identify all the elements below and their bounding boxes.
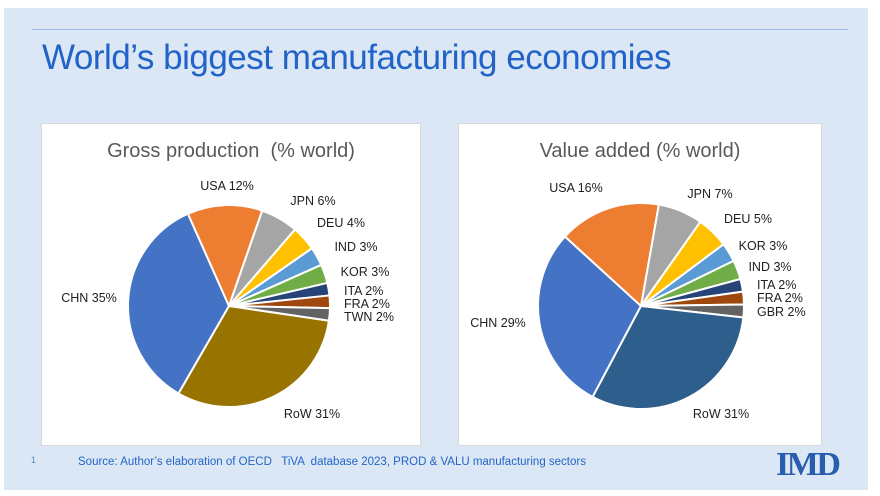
pie-slice-CHN (537, 235, 642, 398)
pie-label-DEU: DEU 5% (724, 212, 772, 226)
value-added-chart-title: Value added (% world) (539, 140, 741, 162)
pie-label-IND: IND 3% (748, 260, 792, 274)
pie-label-FRA: FRA 2% (344, 297, 390, 311)
value-added-chart-panel: Value added (% world) CHN 29% USA 16% JPN … (458, 123, 822, 446)
imd-logo: IMD (776, 446, 841, 483)
pie-label-CHN: CHN 29% (470, 316, 526, 330)
pie-label-IND: IND 3% (334, 240, 378, 254)
pie-slice-USA (563, 202, 660, 307)
pie-slice-RoW (591, 305, 745, 410)
pie-chart (127, 204, 331, 408)
page-number: 1 (31, 455, 37, 465)
slide-background: World’s biggest manufacturing economies … (4, 8, 868, 490)
pie-label-GBR: GBR 2% (757, 305, 806, 319)
title-divider-line (32, 29, 848, 30)
gross-production-chart-panel: Gross production (% world) CHN 35% USA 12… (41, 123, 421, 446)
pie-slice-RoW (177, 305, 330, 408)
pie-label-USA: USA 12% (200, 179, 254, 193)
pie-label-ITA: ITA 2% (757, 278, 797, 292)
pie-label-RoW: RoW 31% (692, 407, 750, 421)
pie-slice-USA (186, 204, 264, 307)
pie-label-KOR: KOR 3% (738, 239, 788, 253)
pie-label-ITA: ITA 2% (344, 284, 384, 298)
pie-label-FRA: FRA 2% (757, 291, 803, 305)
slide-title: World’s biggest manufacturing economies (42, 38, 672, 77)
pie-label-RoW: RoW 31% (283, 407, 341, 421)
pie-label-JPN: JPN 7% (687, 187, 733, 201)
pie-label-JPN: JPN 6% (290, 194, 336, 208)
pie-label-DEU: DEU 4% (317, 216, 365, 230)
pie-label-TWN: TWN 2% (344, 310, 394, 324)
pie-label-CHN: CHN 35% (61, 291, 117, 305)
pie-chart (537, 202, 745, 410)
source-text: Source: Author’s elaboration of OECD TiV… (78, 456, 586, 468)
pie-label-KOR: KOR 3% (340, 265, 390, 279)
gross-production-chart-title: Gross production (% world) (107, 140, 355, 162)
pie-label-USA: USA 16% (549, 181, 603, 195)
